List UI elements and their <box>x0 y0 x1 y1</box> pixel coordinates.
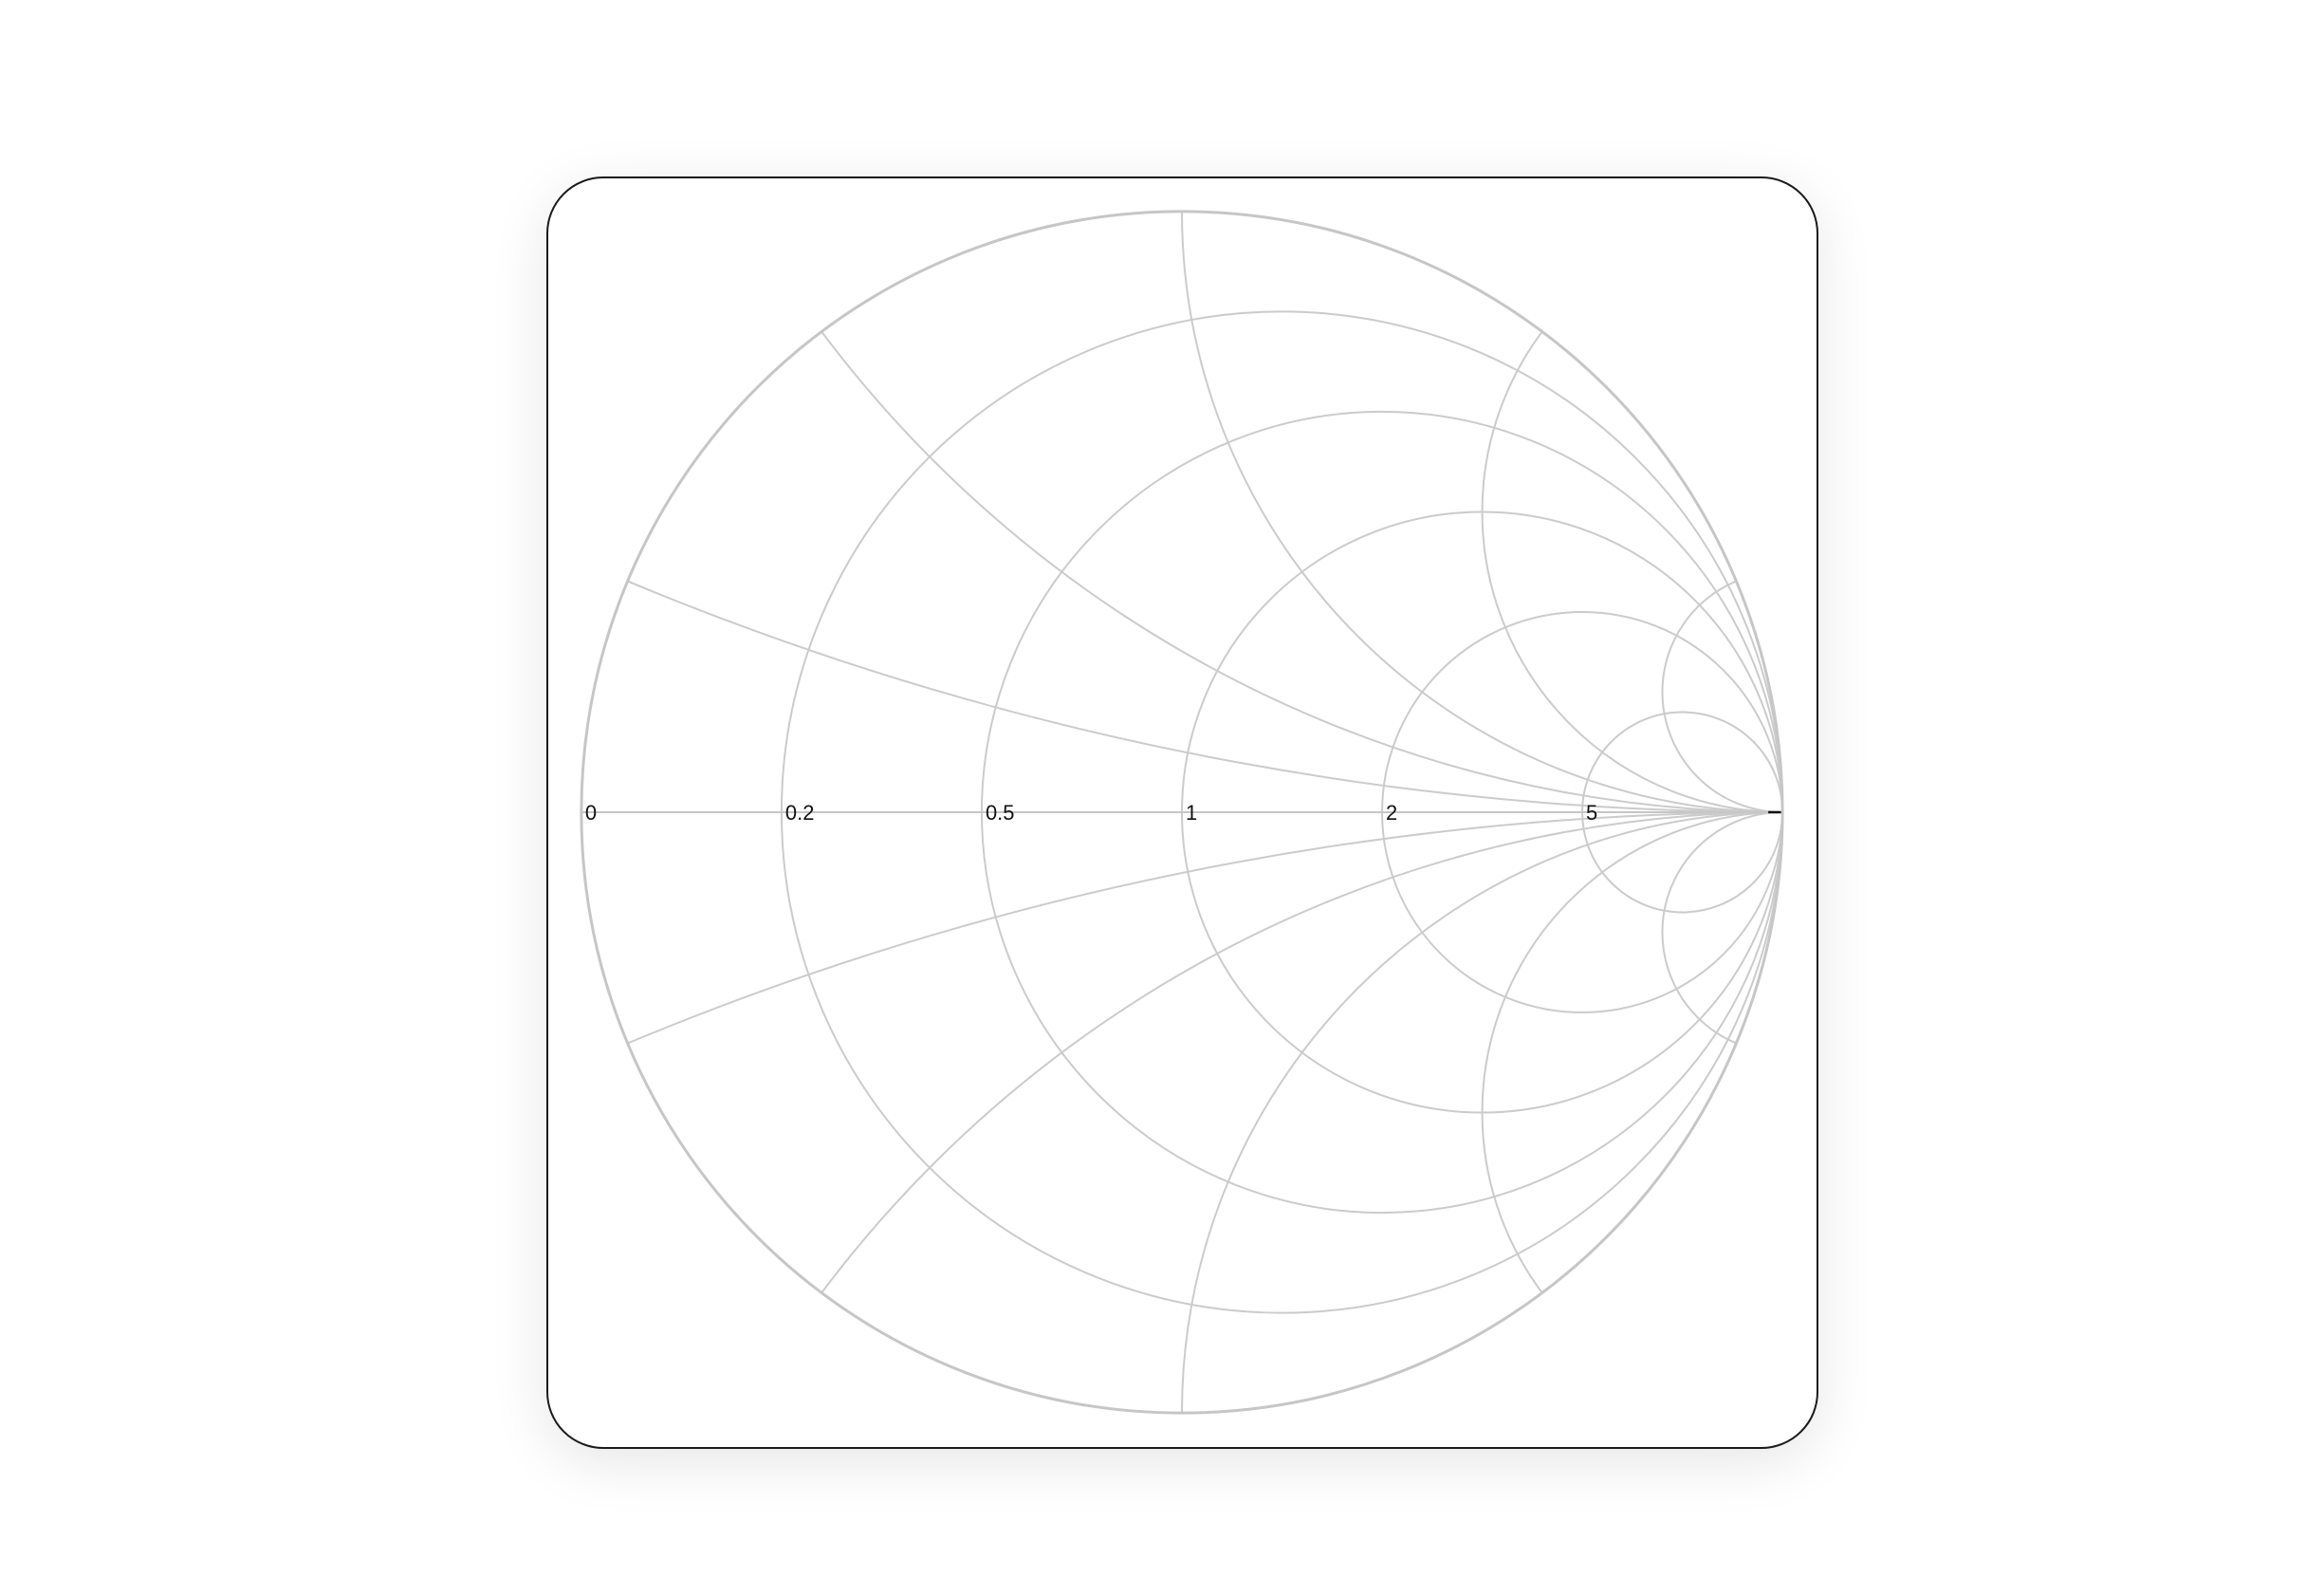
reactance-arc-neg-5 <box>1661 811 1783 1054</box>
axis-label-5: 5 <box>1586 801 1597 825</box>
unit-circle <box>580 210 1784 1415</box>
axis-label-1: 1 <box>1186 801 1197 825</box>
reactance-arc-pos-1 <box>1181 211 1783 813</box>
reactance-arc-pos-5 <box>1661 570 1783 813</box>
smith-chart: 0 0.2 0.5 1 2 5 <box>580 210 1784 1415</box>
axis-label-0-2: 0.2 <box>785 801 814 825</box>
reactance-arc-neg-0-5 <box>581 811 1783 1414</box>
reactance-arc-neg-1 <box>1181 811 1783 1414</box>
reactance-arc-pos-0-5 <box>581 211 1783 813</box>
axis-label-0: 0 <box>585 801 597 825</box>
axis-label-2: 2 <box>1386 801 1397 825</box>
axis-label-0-5: 0.5 <box>986 801 1014 825</box>
reactance-arc-pos-2 <box>1481 211 1783 813</box>
resistance-axis-labels: 0 0.2 0.5 1 2 5 <box>585 801 1597 825</box>
smith-chart-card: 0 0.2 0.5 1 2 5 <box>546 176 1818 1449</box>
reactance-arcs <box>581 211 1783 1414</box>
reactance-arc-neg-2 <box>1481 811 1783 1414</box>
